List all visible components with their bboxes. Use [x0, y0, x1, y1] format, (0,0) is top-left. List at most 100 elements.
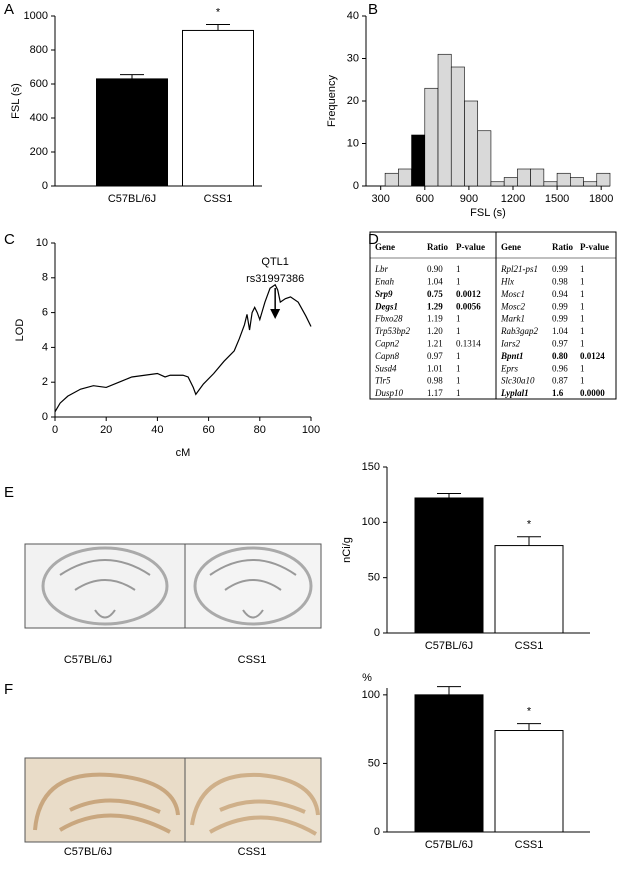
table-cell: Bpnt1 — [500, 351, 524, 361]
y-tick-label: 50 — [368, 572, 380, 584]
panel-label: D — [368, 231, 379, 248]
table-header: P-value — [580, 242, 609, 252]
table-header: P-value — [456, 242, 485, 252]
significance-marker: * — [216, 6, 221, 18]
histogram-bar — [556, 172, 571, 187]
x-tick-label: 20 — [100, 424, 112, 436]
y-tick-label: 200 — [30, 146, 48, 158]
table-cell: 0.97 — [552, 338, 568, 348]
category-label: C57BL/6J — [425, 839, 473, 851]
y-tick-label: 600 — [30, 78, 48, 90]
y-tick-label: 100 — [362, 516, 380, 528]
histogram-bar — [570, 177, 584, 187]
table-cell: 0.80 — [552, 351, 568, 361]
table-cell: 1 — [456, 326, 461, 336]
y-tick-label: 30 — [347, 52, 359, 64]
table-cell: 0.75 — [427, 289, 443, 299]
table-cell: Trp53bp2 — [375, 326, 411, 336]
table-cell: 0.97 — [427, 351, 443, 361]
table-cell: 1 — [580, 376, 585, 386]
table-cell: Iars2 — [500, 338, 521, 348]
table-cell: 1.01 — [427, 363, 443, 373]
table-cell: Slc30a10 — [501, 376, 535, 386]
table-cell: Mosc2 — [500, 301, 525, 311]
histogram-bar — [543, 181, 558, 187]
x-tick-label: 60 — [202, 424, 214, 436]
bar — [494, 545, 564, 634]
table-cell: 1 — [456, 376, 461, 386]
table-cell: 0.90 — [427, 264, 443, 274]
significance-marker: * — [527, 706, 532, 718]
annotation: QTL1 — [261, 256, 289, 268]
table-cell: Dusp10 — [374, 388, 404, 398]
table-cell: 1 — [580, 363, 585, 373]
histogram-bar — [530, 168, 545, 187]
y-tick-label: 6 — [42, 307, 48, 319]
table-cell: Susd4 — [375, 363, 397, 373]
y-axis-label: LOD — [14, 319, 26, 342]
table-cell: 0.96 — [552, 363, 568, 373]
bar — [414, 694, 484, 833]
y-tick-label: 4 — [42, 341, 48, 353]
table-cell: 0.0012 — [456, 289, 481, 299]
table-cell: 1 — [456, 314, 461, 324]
y-axis-label: Frequency — [326, 75, 338, 127]
image-caption: CSS1 — [238, 846, 267, 858]
table-frame — [369, 231, 617, 400]
panel-label: F — [4, 681, 13, 698]
table-cell: 1 — [580, 314, 585, 324]
y-tick-label: 0 — [353, 180, 359, 192]
table-cell: 0.99 — [552, 314, 568, 324]
table-cell: 1 — [580, 326, 585, 336]
annotation-arrowhead — [270, 309, 281, 319]
histogram-bar — [490, 181, 505, 187]
table-cell: 1.20 — [427, 326, 443, 336]
table-cell: Enah — [374, 276, 394, 286]
y-tick-label: 1000 — [24, 10, 48, 22]
y-tick-label: 100 — [362, 689, 380, 701]
y-tick-label: 800 — [30, 44, 48, 56]
y-tick-label: 0 — [42, 411, 48, 423]
table-cell: 1 — [456, 276, 461, 286]
table-cell: 1 — [456, 264, 461, 274]
table-cell: Mark1 — [500, 314, 525, 324]
category-label: C57BL/6J — [108, 193, 156, 205]
category-label: C57BL/6J — [425, 640, 473, 652]
table-cell: Eprs — [500, 363, 519, 373]
category-label: CSS1 — [204, 193, 233, 205]
table-cell: 1.29 — [427, 301, 443, 311]
panel-label: C — [4, 231, 15, 248]
x-axis-label: FSL (s) — [470, 207, 506, 219]
table-cell: Tlr5 — [375, 376, 391, 386]
table-cell: 1 — [580, 301, 585, 311]
table-cell: Hlx — [500, 276, 514, 286]
category-label: CSS1 — [515, 839, 544, 851]
table-cell: 1 — [580, 276, 585, 286]
y-tick-label: 0 — [42, 180, 48, 192]
hippocampus-sections — [24, 757, 322, 843]
x-tick-label: 80 — [254, 424, 266, 436]
table-cell: 1.17 — [427, 388, 443, 398]
table-cell: 1 — [580, 264, 585, 274]
table-cell: 1 — [456, 388, 461, 398]
table-header: Gene — [501, 242, 521, 252]
category-label: CSS1 — [515, 640, 544, 652]
histogram-bar — [437, 53, 452, 187]
panel-label: E — [4, 484, 14, 501]
table-cell: 0.0124 — [580, 351, 605, 361]
table-cell: Degs1 — [374, 301, 398, 311]
y-tick-label: 50 — [368, 757, 380, 769]
table-cell: Capn2 — [375, 338, 400, 348]
table-cell: 0.98 — [427, 376, 443, 386]
x-tick-label: 900 — [460, 193, 478, 205]
y-tick-label: 20 — [347, 95, 359, 107]
table-cell: Mosc1 — [500, 289, 525, 299]
panel-label: B — [368, 1, 378, 18]
table-cell: 1 — [456, 351, 461, 361]
y-tick-label: 40 — [347, 10, 359, 22]
table-cell: 1 — [580, 289, 585, 299]
table-cell: 1.04 — [427, 276, 443, 286]
table-cell: Srp9 — [375, 289, 393, 299]
table-cell: Lyplal1 — [500, 388, 529, 398]
